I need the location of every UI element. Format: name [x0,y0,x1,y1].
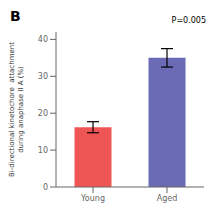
svg-text:0: 0 [43,183,48,192]
html-text:P=0.005: P=0.005 [171,16,206,25]
svg-text:Young: Young [80,194,105,203]
svg-text:Bi-directional kinetochore at: Bi-directional kinetochore attachmentdur… [8,42,25,177]
svg-text:10: 10 [38,146,48,155]
svg-text:40: 40 [38,35,48,44]
svg-text:Aged: Aged [157,194,178,203]
svg-text:30: 30 [38,72,48,81]
svg-text:20: 20 [38,109,48,118]
html-text:B: B [10,8,21,24]
